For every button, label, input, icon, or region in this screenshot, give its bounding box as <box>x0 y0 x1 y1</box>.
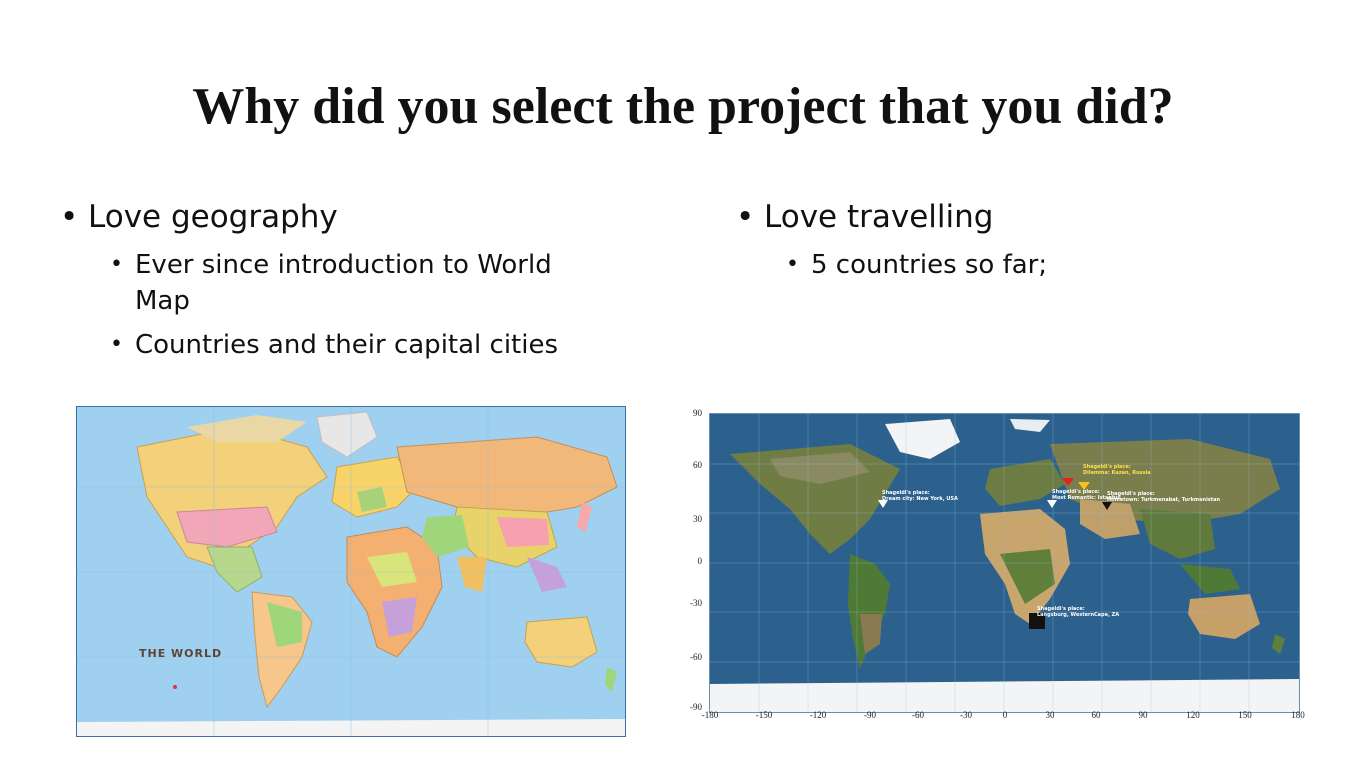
marker-turkmenabat-icon <box>1102 502 1112 510</box>
sub-bullet-capital-cities: Countries and their capital cities <box>110 327 620 363</box>
satellite-map-figure: Shageldi's place: Dream city: New York, … <box>680 406 1310 736</box>
place-label-langsburg: Shageldi's place: Langsburg, WesternCape… <box>1037 606 1120 618</box>
y-tick-label: -60 <box>690 652 702 662</box>
x-tick-label: 90 <box>1138 710 1148 720</box>
sub-bullet-countries: 5 countries so far; <box>786 247 1296 283</box>
y-tick-label: -30 <box>690 598 702 608</box>
x-tick-label: 60 <box>1091 710 1101 720</box>
satellite-world-map-icon: Shageldi's place: Dream city: New York, … <box>709 413 1300 713</box>
left-bullet-list: Love geography Ever since introduction t… <box>60 197 620 363</box>
marker-new-york-icon <box>878 500 888 508</box>
x-tick-label: 30 <box>1045 710 1055 720</box>
right-bullet-list: Love travelling 5 countries so far; <box>736 197 1296 283</box>
x-tick-label: 150 <box>1238 710 1252 720</box>
y-tick-label: 30 <box>693 514 702 524</box>
world-political-map-icon <box>77 407 625 736</box>
x-tick-label: -150 <box>755 710 773 720</box>
satellite-map-graphic <box>710 414 1299 712</box>
map-title-label: THE WORLD <box>139 647 223 660</box>
y-tick-label: -90 <box>690 702 702 712</box>
bullet-love-travelling: Love travelling <box>736 197 1296 237</box>
marker-langsburg-icon <box>1029 613 1045 629</box>
slide-title: Why did you select the project that you … <box>192 78 1174 135</box>
sub-bullet-world-map: Ever since introduction to World Map <box>110 247 575 319</box>
x-tick-label: -180 <box>701 710 719 720</box>
marker-kazan-red-icon <box>1062 478 1074 486</box>
place-label-turkmenabat: Shageldi's place: Hometown: Turkmenabat,… <box>1107 491 1221 503</box>
x-tick-label: 180 <box>1291 710 1305 720</box>
x-tick-label: 0 <box>1002 710 1008 720</box>
x-tick-label: -60 <box>912 710 924 720</box>
x-tick-label: -90 <box>864 710 876 720</box>
marker-istanbul-icon <box>1047 500 1057 508</box>
marker-kazan-yellow-icon <box>1078 482 1090 490</box>
x-tick-label: -120 <box>809 710 827 720</box>
y-tick-label: 0 <box>697 556 703 566</box>
y-tick-label: 60 <box>693 460 702 470</box>
x-tick-label: -30 <box>960 710 972 720</box>
bullet-love-geography: Love geography <box>60 197 620 237</box>
place-label-istanbul: Shageldi's place: Most Romantic: Istanbu… <box>1052 489 1121 501</box>
place-label-kazan: Shageldi's place: Dilemma: Kazan, Russia <box>1083 464 1151 476</box>
place-label-new-york: Shageldi's place: Dream city: New York, … <box>882 490 958 502</box>
x-tick-label: 120 <box>1186 710 1200 720</box>
y-tick-label: 90 <box>693 408 702 418</box>
world-political-map-image: THE WORLD <box>76 406 626 737</box>
